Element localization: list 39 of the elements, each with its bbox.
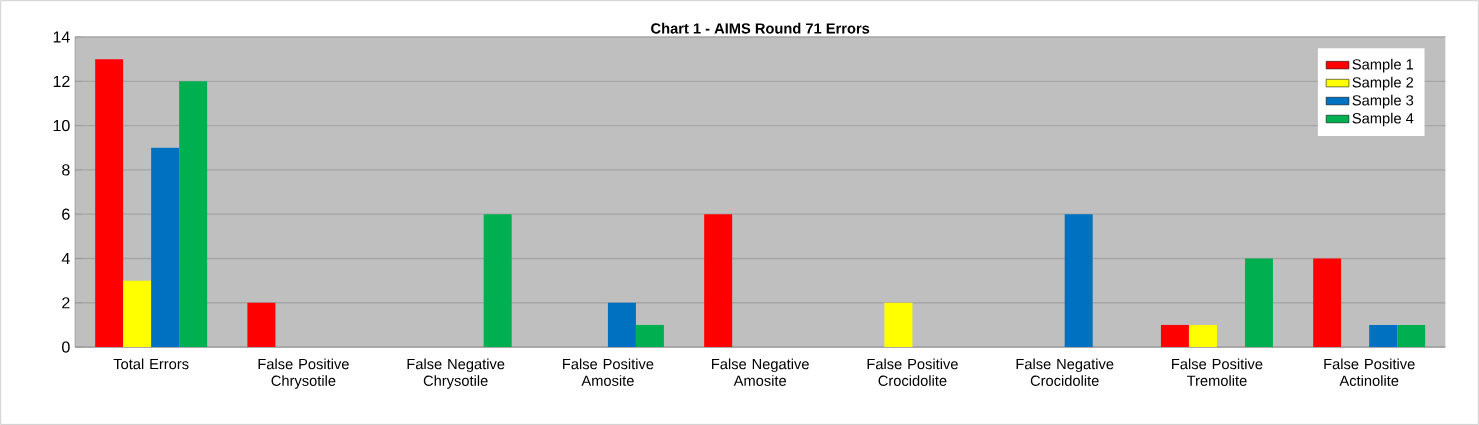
legend-label: Sample 4 xyxy=(1352,112,1414,127)
bar xyxy=(607,302,636,348)
x-tick-label: False Positive Crocidolite xyxy=(867,358,958,386)
bar xyxy=(1064,214,1093,348)
bar xyxy=(483,214,512,348)
y-tick-label: 6 xyxy=(62,208,70,220)
y-tick-label: 2 xyxy=(62,297,70,309)
x-tick-label: False Negative Amosite xyxy=(712,358,809,386)
bar xyxy=(123,280,152,348)
y-tick-label: 12 xyxy=(53,75,70,87)
x-tick-label: False Positive Amosite xyxy=(563,358,654,386)
bar xyxy=(1188,324,1217,348)
bar xyxy=(1244,258,1273,348)
chart-title: Chart 1 - AIMS Round 71 Errors xyxy=(651,22,870,34)
bar xyxy=(1369,324,1398,348)
y-tick-label: 4 xyxy=(61,252,70,264)
x-tick-label: False Negative Crocidolite xyxy=(1016,358,1114,386)
x-tick-label: False Negative Chrysotile xyxy=(407,358,505,389)
legend-label: Sample 1 xyxy=(1352,58,1414,73)
bar xyxy=(151,147,180,348)
bar xyxy=(1313,258,1342,348)
bar xyxy=(704,214,733,348)
bar xyxy=(635,324,664,348)
x-tick-label: False Positive Tremolite xyxy=(1172,358,1263,386)
y-tick-label: 0 xyxy=(62,341,70,353)
x-tick-label: Total Errors xyxy=(113,358,189,370)
bar xyxy=(1397,324,1426,348)
bar xyxy=(95,59,124,348)
legend-label: Sample 3 xyxy=(1352,94,1414,109)
x-tick-label: False Positive Chrysotile xyxy=(258,358,349,389)
bar xyxy=(247,302,276,348)
x-tick-label: False Positive Actinolite xyxy=(1324,358,1415,386)
bar xyxy=(884,302,913,348)
bar xyxy=(179,81,208,348)
y-tick-label: 10 xyxy=(53,119,70,132)
y-tick-label: 14 xyxy=(53,31,70,43)
y-tick-label: 8 xyxy=(62,164,70,176)
legend-label: Sample 2 xyxy=(1352,76,1414,91)
bar xyxy=(1160,324,1189,348)
